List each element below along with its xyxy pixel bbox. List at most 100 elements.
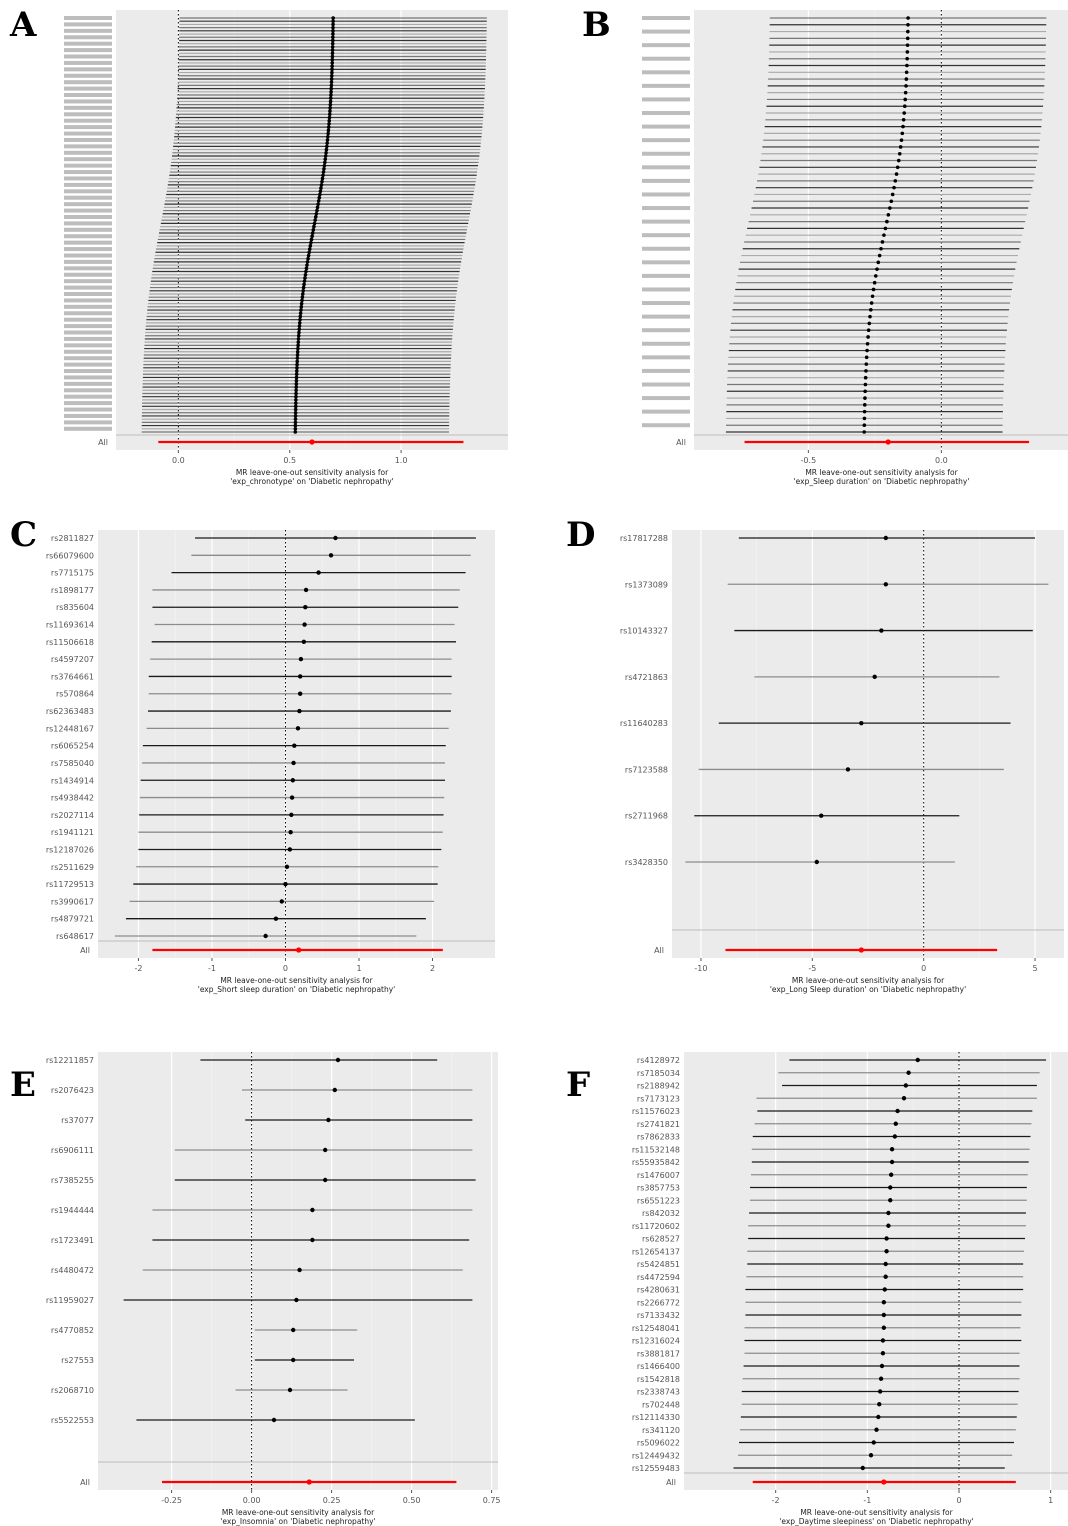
snp-label-placeholder [64,112,112,117]
estimate-point [863,396,867,400]
estimate-point [872,674,877,680]
snp-label-placeholder [64,413,112,418]
snp-label: rs6065254 [51,742,94,751]
snp-label-placeholder [64,369,112,374]
x-tick-label: -2 [134,964,142,973]
estimate-point [293,430,298,434]
estimate-point [872,280,877,285]
estimate-point [873,274,878,278]
snp-label: rs341120 [642,1426,680,1435]
estimate-point [329,93,333,97]
estimate-point [293,414,298,418]
snp-label-placeholder [642,16,690,20]
panel-label: E [10,1065,36,1105]
snp-label-placeholder [642,83,690,88]
estimate-point [906,22,910,27]
plot-background [684,1052,1068,1490]
snp-label-placeholder [642,151,690,156]
estimate-point [327,115,332,120]
estimate-point [329,77,334,81]
snp-label: rs1373089 [625,580,668,589]
estimate-point [294,369,299,373]
snp-label-placeholder [64,189,112,194]
estimate-point [884,1236,889,1241]
snp-label-placeholder [64,163,112,168]
estimate-point [871,287,876,292]
estimate-point [330,70,334,75]
x-axis-title-line2: 'exp_Insomnia' on 'Diabetic nephropathy' [220,1517,375,1526]
snp-label-placeholder [642,178,690,183]
estimate-point [297,674,303,679]
snp-label: rs4128972 [637,1056,680,1065]
estimate-point [889,1147,895,1152]
snp-label: rs1941121 [51,828,94,837]
estimate-point [883,582,889,587]
estimate-point [296,333,301,338]
estimate-point [864,355,869,360]
snp-label-placeholder [64,54,112,59]
estimate-point [305,263,309,267]
estimate-point [327,122,331,126]
x-tick-label: 1 [356,964,361,973]
snp-label-placeholder [64,259,112,264]
estimate-point [897,151,902,156]
x-tick-label: -10 [694,964,707,973]
snp-label-placeholder [64,381,112,386]
snp-label: rs7123588 [625,765,668,774]
estimate-point [302,282,306,287]
estimate-point [306,256,310,261]
estimate-point [297,1267,302,1273]
estimate-point [868,1453,874,1458]
panel-f: F rs4128972 rs7185034 rs2188942 rs7173123 rs… [534,1040,1068,1526]
estimate-point [878,1376,884,1381]
estimate-point [915,1057,920,1063]
forest-plot-e: rs12211857 rs2076423 rs37077 rs6906111 rs738… [46,1052,501,1526]
estimate-point [862,409,867,414]
snp-label-placeholder [64,272,112,277]
all-label: All [80,1478,90,1487]
overall-estimate-point [858,947,864,953]
snp-label-placeholder [64,16,112,20]
x-tick-label: 0 [921,964,926,973]
estimate-point [879,1363,885,1369]
estimate-point [300,298,304,303]
estimate-point [317,195,322,200]
x-axis-title-line1: MR leave-one-out sensitivity analysis fo… [805,468,958,477]
forest-plot-b: All -0.5 0.0 MR leave-one-out sensitivity a… [642,10,1068,486]
snp-label: rs12187026 [46,845,94,854]
estimate-point [304,269,308,274]
estimate-point [882,233,886,237]
estimate-point [893,179,898,183]
estimate-point [312,221,317,226]
snp-label-placeholder [64,298,112,303]
estimate-point [263,933,268,939]
estimate-point [318,189,323,194]
snp-label-placeholder [642,355,690,360]
estimate-point [291,1327,296,1333]
estimate-point [294,378,299,383]
snp-label-placeholder [64,35,112,40]
snp-label-placeholder [64,195,112,200]
x-axis-title-line1: MR leave-one-out sensitivity analysis fo… [222,1508,375,1517]
snp-label-placeholder [64,86,112,91]
estimate-point [886,1210,891,1216]
snp-label-placeholder [64,330,112,335]
estimate-point [293,410,298,415]
estimate-point [323,160,327,165]
x-tick-label: 5 [1032,964,1037,973]
estimate-point [877,1402,882,1407]
panel-e: E rs12211857 rs2076423 rs37077 rs6906111 rs7… [0,1040,534,1526]
snp-label-placeholder [64,375,112,380]
snp-label-placeholder [64,317,112,322]
snp-label: rs1476007 [637,1171,680,1180]
snp-label: rs1944444 [51,1206,94,1215]
estimate-point [329,73,334,78]
snp-label-placeholder [64,324,112,329]
estimate-point [904,70,909,75]
estimate-point [330,45,335,49]
estimate-point [903,97,908,102]
snp-label: rs12114330 [632,1413,680,1422]
estimate-point [320,176,325,181]
estimate-point [331,32,335,36]
estimate-point [292,743,297,748]
